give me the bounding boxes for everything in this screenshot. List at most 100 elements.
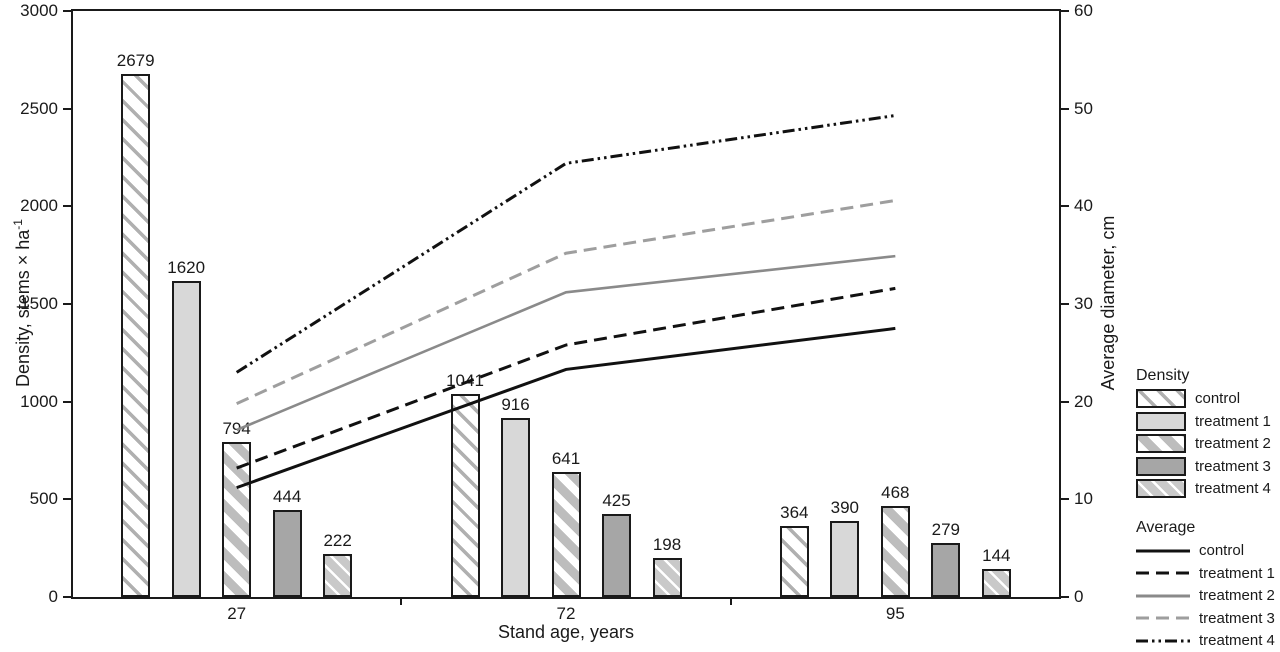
bar-treatment-4-72: [652, 558, 682, 597]
bar-treatment-4-27: [323, 553, 353, 597]
y-axis-tick-right: [1060, 303, 1069, 305]
bar-value-label-treatment-1-27: 1620: [167, 257, 206, 277]
legend-density-item-treatment-4: treatment 4: [1136, 479, 1280, 498]
y-axis-tick-left: [63, 107, 72, 110]
legend-density-item-treatment-2: treatment 2: [1136, 434, 1280, 453]
legend-density-label-treatment-3: treatment 3: [1195, 457, 1271, 475]
bar-value-label-treatment-4-27: 222: [323, 530, 352, 550]
bar-treatment-1-72: [501, 418, 530, 597]
bar-treatment-2-95: [880, 505, 910, 597]
legend-average-item-control: control: [1136, 541, 1280, 560]
bar-treatment-2-27: [222, 441, 252, 597]
y-axis-tick-label-right: 60: [1074, 1, 1093, 20]
bar-value-label-control-27: 2679: [116, 50, 155, 70]
legend-line-swatch-treatment-3-icon: [1136, 616, 1190, 620]
legend-average-item-treatment-2: treatment 2: [1136, 586, 1280, 605]
legend-average-label-treatment-1: treatment 1: [1199, 564, 1275, 582]
bar-value-label-treatment-4-72: 198: [652, 535, 682, 555]
legend-average-item-treatment-4: treatment 4: [1136, 631, 1280, 650]
legend-line-swatch-treatment-4-icon: [1136, 639, 1190, 642]
legend-density-label-treatment-4: treatment 4: [1195, 480, 1271, 497]
y-axis-tick-label-left: 0: [48, 587, 58, 606]
legend-density-title: Density: [1136, 367, 1190, 384]
y-axis-tick-label-left: 2000: [20, 196, 58, 216]
legend-density-item-treatment-1: treatment 1: [1136, 411, 1280, 431]
legend-average-label-treatment-4: treatment 4: [1199, 632, 1275, 649]
bar-value-label-control-95: 364: [780, 502, 809, 522]
legend: Density control treatment 1 treatment 2 tre…: [1136, 366, 1280, 652]
bar-value-label-treatment-4-95: 144: [982, 545, 1011, 565]
y-axis-tick-right: [1060, 400, 1069, 403]
y-axis-tick-label-right: 10: [1074, 489, 1093, 509]
y-axis-tick-left: [63, 10, 72, 12]
y-axis-tick-right: [1060, 205, 1069, 208]
legend-line-swatch-treatment-2-icon: [1136, 594, 1190, 597]
y-axis-tick-label-right: 40: [1074, 196, 1093, 216]
legend-swatch-control-icon: [1136, 389, 1186, 408]
bar-treatment-3-95: [931, 542, 961, 597]
bar-control-72: [450, 393, 480, 597]
y-axis-tick-label-right: 0: [1074, 587, 1084, 606]
y-axis-tick-label-right: 30: [1074, 294, 1093, 313]
y-axis-tick-label-left: 3000: [20, 1, 58, 20]
legend-swatch-treatment-1-icon: [1136, 411, 1186, 431]
legend-density-label-treatment-1: treatment 1: [1195, 412, 1271, 430]
y-axis-tick-label-right: 50: [1074, 98, 1093, 118]
legend-density-item-control: control: [1136, 389, 1280, 408]
bar-value-label-treatment-3-95: 279: [931, 519, 961, 539]
bar-value-label-treatment-3-72: 425: [602, 490, 631, 510]
x-axis-tick-label: 95: [885, 604, 905, 623]
y-axis-tick-left: [63, 205, 72, 208]
bar-treatment-1-27: [171, 280, 201, 597]
bar-treatment-3-72: [602, 513, 631, 597]
bar-treatment-2-72: [551, 471, 581, 597]
legend-average-title: Average: [1136, 519, 1196, 536]
bar-treatment-4-95: [981, 568, 1011, 597]
y-axis-tick-left: [63, 498, 72, 501]
legend-density-items: control treatment 1 treatment 2 treatment 3…: [1136, 389, 1280, 498]
bar-value-label-treatment-3-27: 444: [272, 487, 302, 507]
bar-value-label-treatment-2-27: 794: [222, 418, 251, 438]
y-axis-tick-label-left: 500: [29, 489, 58, 509]
y-axis-tick-label-left: 2500: [20, 98, 58, 118]
y-axis-tick-right: [1060, 498, 1069, 501]
legend-average-items: control treatment 1 treatment 2 treatment 3…: [1136, 541, 1280, 650]
legend-average-item-treatment-3: treatment 3: [1136, 609, 1280, 628]
x-axis-boundary-tick: [729, 597, 732, 605]
bar-treatment-3-27: [272, 510, 302, 597]
legend-line-swatch-control-icon: [1136, 549, 1190, 552]
y-axis-title-left-superscript: -1: [11, 219, 25, 230]
y-axis-tick-label-left: 1500: [20, 294, 58, 313]
legend-average-label-treatment-2: treatment 2: [1199, 587, 1275, 604]
legend-density-label-treatment-2: treatment 2: [1195, 435, 1271, 452]
legend-density-label-control: control: [1195, 390, 1241, 407]
bar-value-label-treatment-1-95: 390: [830, 497, 860, 517]
legend-average-label-control: control: [1199, 542, 1245, 559]
y-axis-tick-right: [1060, 10, 1069, 12]
x-axis-title: Stand age, years: [497, 622, 635, 642]
y-axis-tick-left: [63, 303, 72, 305]
legend-swatch-treatment-4-icon: [1136, 479, 1186, 498]
legend-average-item-treatment-1: treatment 1: [1136, 564, 1280, 583]
y-axis-tick-label-left: 1000: [20, 391, 58, 411]
bar-control-95: [779, 525, 809, 597]
y-axis-tick-left: [63, 596, 72, 598]
bar-value-label-treatment-2-72: 641: [551, 448, 581, 468]
bar-value-label-treatment-1-72: 916: [501, 395, 530, 415]
y-axis-tick-right: [1060, 596, 1069, 598]
legend-line-swatch-treatment-1-icon: [1136, 571, 1190, 575]
y-axis-tick-label-right: 20: [1074, 391, 1093, 411]
bar-value-label-treatment-2-95: 468: [881, 482, 910, 502]
x-axis-boundary-tick: [400, 597, 403, 605]
legend-density-item-treatment-3: treatment 3: [1136, 456, 1280, 476]
bar-value-label-control-72: 1041: [446, 370, 484, 390]
bar-control-27: [121, 73, 151, 597]
legend-average-label-treatment-3: treatment 3: [1199, 609, 1275, 627]
x-axis-tick-label: 27: [227, 604, 247, 623]
legend-swatch-treatment-2-icon: [1136, 434, 1186, 453]
y-axis-tick-left: [63, 400, 72, 403]
bar-treatment-1-95: [830, 520, 860, 597]
y-axis-tick-right: [1060, 107, 1069, 110]
legend-swatch-treatment-3-icon: [1136, 456, 1186, 476]
